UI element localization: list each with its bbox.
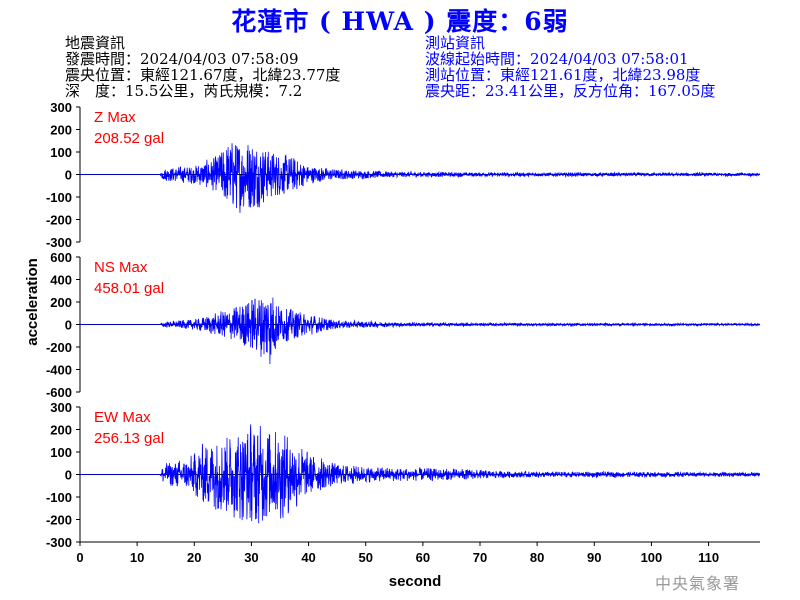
- eq-origin-time: 發震時間：2024/04/03 07:58:09: [65, 50, 299, 68]
- y-tick-label: 200: [50, 423, 72, 438]
- x-tick-label: 70: [473, 550, 487, 565]
- x-tick-label: 40: [301, 550, 315, 565]
- waveform-trace: [80, 297, 761, 365]
- y-tick-label: 0: [65, 168, 72, 183]
- st-location: 測站位置：東經121.61度，北緯23.98度: [425, 66, 701, 84]
- waveform-trace: [80, 424, 761, 524]
- panel-component-label: EW Max: [94, 409, 151, 426]
- y-tick-label: 400: [50, 273, 72, 288]
- st-distance: 震央距：23.41公里，反方位角：167.05度: [425, 82, 716, 100]
- eq-depth-magnitude: 深 度：15.5公里，芮氏規模：7.2: [65, 82, 303, 100]
- panel-component-label: NS Max: [94, 259, 148, 276]
- y-tick-label: -300: [46, 235, 72, 250]
- y-tick-label: 200: [50, 295, 72, 310]
- y-tick-label: -200: [46, 513, 72, 528]
- chart-title: 花蓮市 ( HWA ) 震度：6弱: [231, 7, 569, 36]
- y-tick-label: 100: [50, 145, 72, 160]
- x-tick-label: 10: [130, 550, 144, 565]
- panel-peak-label: 208.52 gal: [94, 130, 164, 147]
- x-tick-label: 90: [587, 550, 601, 565]
- y-tick-label: -100: [46, 190, 72, 205]
- y-axis-label: acceleration: [24, 258, 41, 346]
- y-tick-label: 600: [50, 250, 72, 265]
- x-tick-label: 80: [530, 550, 544, 565]
- y-tick-label: 300: [50, 100, 72, 115]
- eq-epicenter: 震央位置：東經121.67度，北緯23.77度: [65, 66, 341, 84]
- y-tick-label: 300: [50, 400, 72, 415]
- y-tick-label: -600: [46, 385, 72, 400]
- x-tick-label: 60: [416, 550, 430, 565]
- x-tick-label: 100: [641, 550, 663, 565]
- y-tick-label: -400: [46, 363, 72, 378]
- y-tick-label: 0: [65, 468, 72, 483]
- x-tick-label: 50: [358, 550, 372, 565]
- cwa-logo: 中央氣象署: [655, 574, 741, 593]
- y-tick-label: -200: [46, 213, 72, 228]
- st-start-time: 波線起始時間：2024/04/03 07:58:01: [425, 50, 689, 68]
- y-tick-label: -100: [46, 490, 72, 505]
- panel-peak-label: 458.01 gal: [94, 280, 164, 297]
- x-tick-label: 110: [698, 550, 719, 565]
- waveform-trace: [80, 143, 761, 213]
- station-info: 測站資訊 波線起始時間：2024/04/03 07:58:01 測站位置：東經1…: [425, 35, 715, 99]
- x-tick-label: 30: [244, 550, 258, 565]
- x-axis-label: second: [389, 573, 442, 590]
- x-tick-label: 20: [187, 550, 201, 565]
- y-tick-label: 0: [65, 318, 72, 333]
- y-tick-label: 200: [50, 123, 72, 138]
- y-tick-label: 100: [50, 445, 72, 460]
- panel-component-label: Z Max: [94, 109, 136, 126]
- x-tick-label: 0: [76, 550, 83, 565]
- eq-heading: 地震資訊: [65, 34, 126, 52]
- y-tick-label: -200: [46, 340, 72, 355]
- panel-peak-label: 256.13 gal: [94, 430, 164, 447]
- earthquake-info: 地震資訊 發震時間：2024/04/03 07:58:09 震央位置：東經121…: [65, 35, 340, 99]
- st-heading: 測站資訊: [425, 34, 486, 52]
- y-tick-label: -300: [46, 535, 72, 550]
